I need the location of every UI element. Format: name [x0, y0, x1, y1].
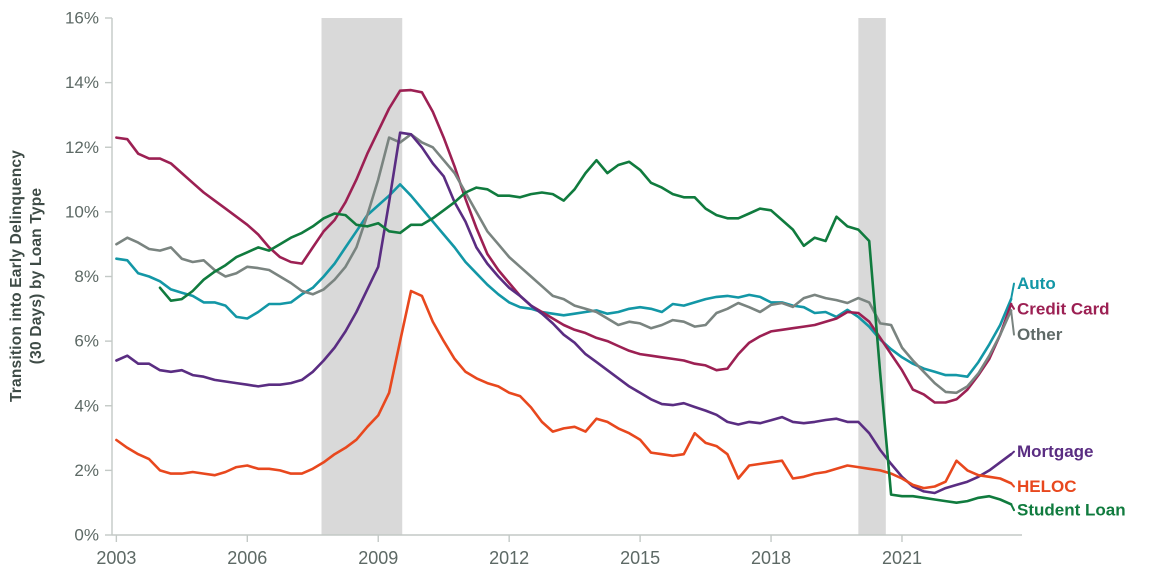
series-leader-student-loan	[1010, 503, 1015, 512]
x-tick-label: 2006	[227, 548, 267, 568]
x-tick-label: 2012	[489, 548, 529, 568]
y-tick-label: 0%	[74, 526, 99, 545]
series-leader-auto	[1010, 282, 1015, 301]
y-tick-label: 2%	[74, 461, 99, 480]
series-end-label-other: Other	[1017, 325, 1063, 344]
y-tick-label: 8%	[74, 267, 99, 286]
y-axis-title-line1: Transition into Early Delinquency	[7, 149, 25, 403]
x-tick-label: 2009	[358, 548, 398, 568]
series-end-label-credit-card: Credit Card	[1017, 299, 1110, 318]
series-end-label-heloc: HELOC	[1017, 477, 1077, 496]
y-tick-label: 10%	[65, 202, 99, 221]
x-tick-label: 2021	[882, 548, 922, 568]
series-line-mortgage	[115, 131, 1013, 495]
series-leader-credit-card	[1010, 302, 1015, 310]
y-tick-label: 16%	[65, 9, 99, 28]
y-axis-title-line2: (30 Days) by Loan Type	[28, 187, 45, 365]
series-line-auto	[115, 183, 1013, 379]
x-tick-label: 2015	[620, 548, 660, 568]
series-end-label-student-loan: Student Loan	[1017, 501, 1126, 520]
series-line-heloc	[115, 289, 1013, 490]
series-end-label-auto: Auto	[1017, 274, 1056, 293]
series-leader-other	[1010, 309, 1015, 336]
y-tick-label: 6%	[74, 332, 99, 351]
y-tick-label: 4%	[74, 396, 99, 415]
series-leader-heloc	[1010, 482, 1015, 488]
x-tick-label: 2018	[751, 548, 791, 568]
series-line-credit-card	[115, 88, 1013, 404]
series-line-student-loan	[158, 158, 1013, 506]
series-leader-mortgage	[1010, 450, 1015, 456]
y-axis-title: Transition into Early Delinquency (30 Da…	[7, 150, 47, 402]
y-tick-label: 12%	[65, 138, 99, 157]
y-tick-label: 14%	[65, 73, 99, 92]
recession-band	[321, 18, 403, 535]
series-end-label-mortgage: Mortgage	[1017, 442, 1094, 461]
series-line-other	[115, 133, 1013, 395]
x-tick-label: 2003	[96, 548, 136, 568]
